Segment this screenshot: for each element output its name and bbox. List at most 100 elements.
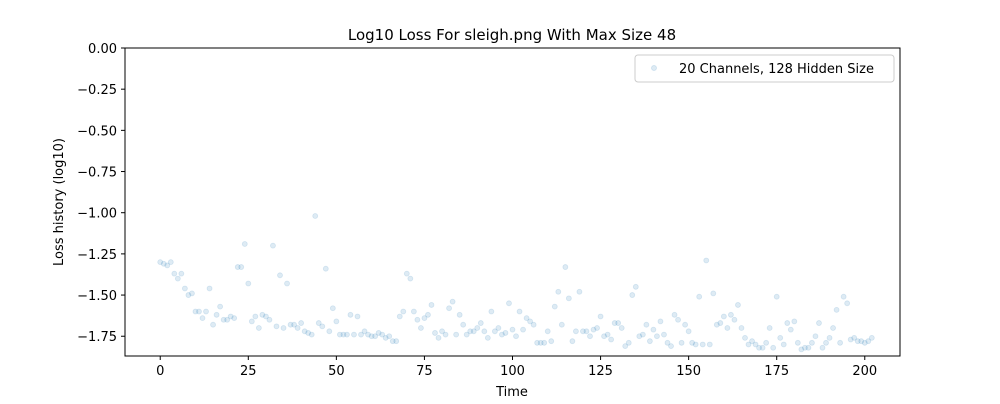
data-point <box>467 328 474 335</box>
data-point <box>347 311 354 318</box>
data-point <box>749 338 755 345</box>
data-point <box>724 325 731 331</box>
data-point <box>368 333 375 340</box>
data-point <box>629 292 636 298</box>
data-point <box>530 321 537 328</box>
data-point <box>319 323 326 330</box>
data-point <box>742 334 748 341</box>
data-point <box>245 280 252 287</box>
x-tick-label: 200 <box>852 364 877 379</box>
data-point <box>181 285 188 292</box>
y-tick-label: −0.25 <box>77 83 117 98</box>
data-point <box>294 325 301 331</box>
x-tick-label: 150 <box>676 364 701 379</box>
data-point <box>481 328 488 335</box>
data-point <box>305 330 312 336</box>
y-tick-label: −1.00 <box>77 207 117 222</box>
data-point <box>625 339 632 346</box>
data-point <box>696 293 703 300</box>
data-point <box>551 303 558 310</box>
data-point <box>502 330 509 336</box>
data-point <box>763 339 770 346</box>
data-point <box>301 328 308 335</box>
data-point <box>460 321 467 328</box>
data-point <box>703 257 710 264</box>
y-tick-label: 0.00 <box>88 42 117 57</box>
data-point <box>541 339 548 346</box>
data-point <box>428 302 435 308</box>
data-point <box>706 341 713 348</box>
data-point <box>439 328 445 335</box>
data-point <box>590 326 597 333</box>
y-tick-label: −1.75 <box>77 330 117 345</box>
data-point <box>224 316 231 323</box>
x-tick-label: 50 <box>328 364 345 379</box>
data-point <box>646 338 653 345</box>
data-point <box>801 344 808 351</box>
data-point <box>854 338 861 345</box>
data-point <box>407 275 414 282</box>
y-tick-label: −1.25 <box>77 248 117 263</box>
data-point <box>717 320 724 326</box>
data-point <box>840 293 847 300</box>
data-point <box>446 305 452 312</box>
data-point <box>456 311 463 318</box>
data-point <box>495 325 502 331</box>
x-tick-label: 25 <box>240 364 257 379</box>
data-point <box>597 313 604 320</box>
y-tick-label: −0.50 <box>77 124 117 139</box>
data-point <box>830 325 836 331</box>
data-point <box>643 321 650 328</box>
data-point <box>844 300 851 307</box>
data-point <box>523 315 530 322</box>
data-point <box>675 316 681 323</box>
data-point <box>396 313 403 320</box>
data-point <box>851 334 858 341</box>
data-point <box>720 313 727 320</box>
data-point <box>432 330 438 336</box>
data-point <box>664 339 671 346</box>
data-point <box>833 306 840 313</box>
data-point <box>442 331 449 338</box>
data-point <box>710 290 717 297</box>
data-point <box>713 321 720 328</box>
data-point <box>379 331 386 338</box>
data-point <box>650 326 657 333</box>
y-tick-label: −0.75 <box>77 166 117 181</box>
data-point <box>636 333 643 340</box>
data-point <box>809 339 815 346</box>
data-point <box>171 270 178 277</box>
data-point <box>601 333 607 340</box>
data-point <box>298 320 305 326</box>
y-axis-label: Loss history (log10) <box>52 138 67 266</box>
x-tick-label: 0 <box>156 364 164 379</box>
data-point <box>608 336 615 343</box>
data-point <box>555 288 562 295</box>
data-point <box>231 315 238 322</box>
data-point <box>752 341 759 348</box>
data-point <box>491 328 498 335</box>
data-point <box>386 333 393 340</box>
data-point <box>569 338 576 345</box>
data-point <box>213 311 220 318</box>
data-point <box>326 328 333 335</box>
data-point <box>227 313 234 320</box>
legend-marker <box>651 65 657 71</box>
data-point <box>812 333 819 340</box>
data-point <box>735 302 741 308</box>
y-tick-label: −1.50 <box>77 289 117 304</box>
data-point <box>312 213 319 219</box>
data-point <box>615 320 622 326</box>
data-point <box>174 275 181 282</box>
data-point <box>516 308 523 315</box>
data-point <box>509 326 516 333</box>
data-point <box>336 331 343 338</box>
data-point <box>488 308 495 315</box>
data-point <box>361 328 368 335</box>
data-point <box>580 328 586 335</box>
data-point <box>632 283 639 290</box>
data-point <box>756 344 762 351</box>
data-point <box>527 318 534 325</box>
data-point <box>425 311 431 318</box>
data-point <box>868 334 875 341</box>
